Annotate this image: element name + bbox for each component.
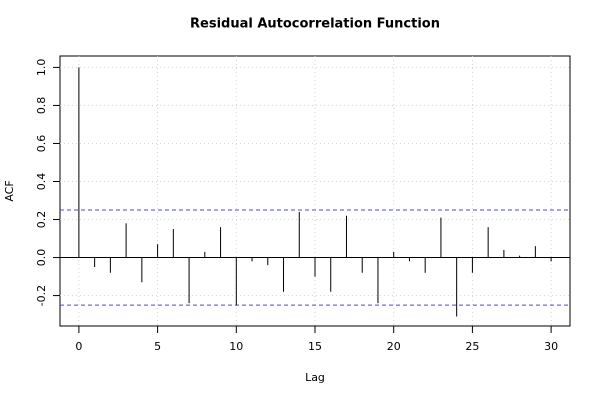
x-tick-label: 15 <box>308 340 322 353</box>
x-tick-label: 10 <box>229 340 243 353</box>
x-tick-label: 0 <box>75 340 82 353</box>
y-tick-label: 1.0 <box>35 59 48 77</box>
y-tick-label: 0.2 <box>35 211 48 229</box>
y-tick-label: 0.0 <box>35 249 48 267</box>
y-tick-label: 0.4 <box>35 173 48 191</box>
x-tick-label: 25 <box>465 340 479 353</box>
x-tick-label: 30 <box>544 340 558 353</box>
y-tick-label: 0.6 <box>35 135 48 153</box>
y-tick-label: -0.2 <box>35 285 48 306</box>
y-axis-label: ACF <box>3 180 16 201</box>
x-axis-label: Lag <box>305 371 325 384</box>
x-tick-label: 20 <box>387 340 401 353</box>
x-tick-label: 5 <box>154 340 161 353</box>
y-tick-label: 0.8 <box>35 97 48 115</box>
chart-title: Residual Autocorrelation Function <box>190 17 440 32</box>
